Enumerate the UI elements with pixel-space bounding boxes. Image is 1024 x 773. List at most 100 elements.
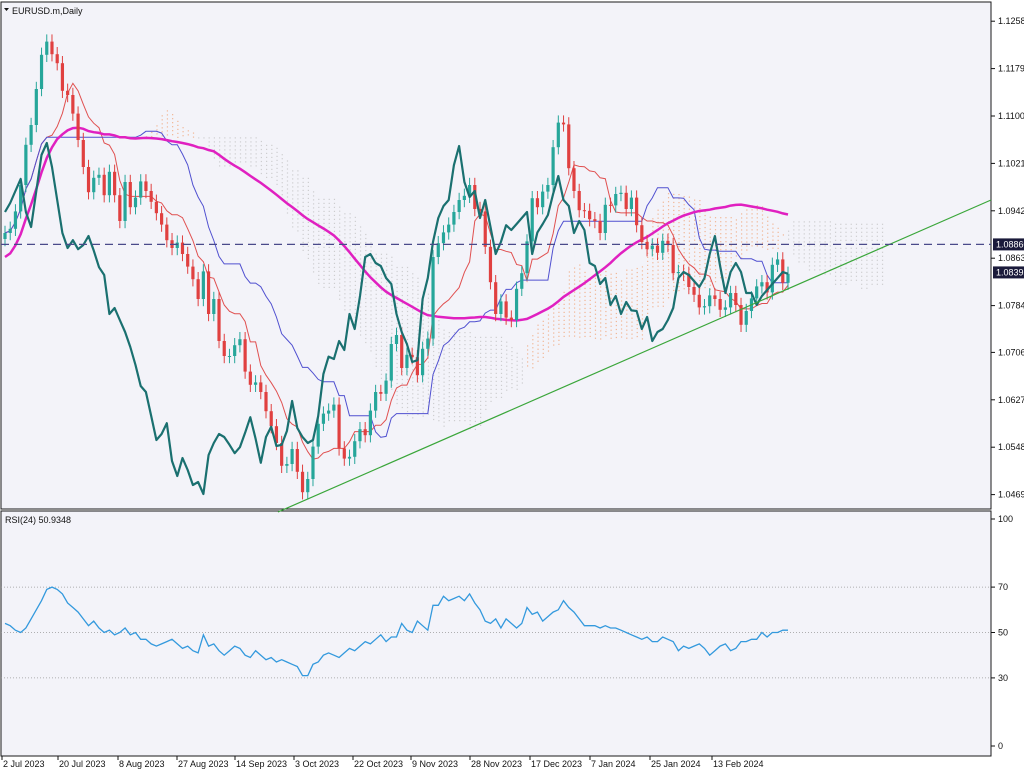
cloud-dot bbox=[746, 249, 748, 251]
cloud-dot bbox=[876, 223, 878, 225]
cloud-dot bbox=[589, 303, 591, 305]
cloud-dot bbox=[391, 260, 393, 262]
cloud-dot bbox=[720, 253, 722, 255]
cloud-dot bbox=[459, 412, 461, 414]
cloud-dot bbox=[417, 405, 419, 407]
cloud-dot bbox=[286, 176, 289, 178]
cloud-dot bbox=[881, 275, 884, 277]
cloud-dot bbox=[412, 393, 414, 395]
cloud-dot bbox=[506, 381, 508, 383]
support-trendline[interactable] bbox=[277, 199, 992, 513]
cloud-dot bbox=[866, 267, 868, 269]
cloud-dot bbox=[318, 226, 320, 228]
cloud-dot bbox=[761, 230, 764, 232]
cloud-dot bbox=[620, 280, 623, 282]
cloud-dot bbox=[302, 181, 304, 183]
cloud-dot bbox=[443, 417, 445, 419]
candle-body bbox=[494, 282, 498, 314]
cloud-dot bbox=[511, 379, 513, 381]
cloud-dot bbox=[401, 386, 403, 389]
candle-body bbox=[55, 54, 59, 64]
cloud-dot bbox=[485, 340, 487, 342]
cloud-dot bbox=[490, 400, 492, 402]
cloud-dot bbox=[354, 308, 356, 310]
cloud-dot bbox=[344, 297, 346, 299]
candle-body bbox=[212, 299, 216, 314]
cloud-dot bbox=[219, 145, 221, 147]
cloud-dot bbox=[344, 233, 346, 235]
cloud-dot bbox=[678, 290, 680, 292]
cloud-dot bbox=[453, 376, 456, 378]
cloud-dot bbox=[328, 258, 330, 260]
cloud-dot bbox=[657, 237, 659, 239]
cloud-dot bbox=[443, 389, 445, 391]
cloud-dot bbox=[511, 347, 513, 349]
cloud-dot bbox=[307, 253, 309, 255]
cloud-dot bbox=[772, 247, 774, 249]
cloud-dot bbox=[448, 332, 450, 334]
cloud-dot bbox=[615, 324, 617, 327]
cloud-dot bbox=[412, 345, 414, 347]
cloud-dot bbox=[568, 327, 570, 329]
cloud-dot bbox=[391, 308, 393, 310]
collapse-triangle-icon[interactable] bbox=[4, 8, 9, 11]
cloud-dot bbox=[761, 238, 764, 240]
cloud-dot bbox=[506, 341, 508, 343]
cloud-dot bbox=[344, 285, 346, 287]
cloud-dot bbox=[443, 393, 445, 395]
cloud-dot bbox=[255, 141, 257, 143]
cloud-dot bbox=[542, 324, 544, 326]
cloud-dot bbox=[699, 248, 701, 250]
candle-body bbox=[123, 182, 127, 221]
cloud-dot bbox=[652, 230, 654, 232]
cloud-dot bbox=[600, 274, 602, 276]
cloud-dot bbox=[636, 331, 638, 334]
cloud-dot bbox=[333, 206, 336, 208]
cloud-dot bbox=[370, 286, 372, 288]
cloud-dot bbox=[464, 396, 466, 398]
cloud-dot bbox=[579, 328, 581, 330]
symbol-header[interactable]: EURUSD.m,Daily bbox=[4, 6, 83, 16]
cloud-dot bbox=[620, 328, 623, 330]
cloud-dot bbox=[834, 271, 837, 273]
cloud-dot bbox=[657, 293, 659, 295]
price-pane[interactable] bbox=[0, 1, 992, 510]
cloud-dot bbox=[626, 329, 628, 331]
candle-body bbox=[739, 305, 743, 325]
cloud-dot bbox=[359, 318, 362, 320]
cloud-dot bbox=[344, 269, 346, 271]
cloud-dot bbox=[323, 278, 325, 280]
cloud-dot bbox=[292, 190, 294, 192]
cloud-dot bbox=[307, 229, 309, 231]
cloud-dot bbox=[631, 325, 633, 327]
candle-body bbox=[598, 221, 602, 233]
cloud-dot bbox=[417, 397, 419, 399]
cloud-dot bbox=[850, 231, 852, 233]
cloud-dot bbox=[699, 272, 701, 274]
cloud-dot bbox=[438, 328, 440, 330]
cloud-dot bbox=[673, 225, 675, 228]
cloud-dot bbox=[485, 356, 487, 358]
cloud-dot bbox=[819, 245, 821, 247]
rsi-pane[interactable] bbox=[0, 510, 992, 757]
cloud-dot bbox=[558, 319, 560, 321]
cloud-dot bbox=[871, 283, 873, 285]
cloud-dot bbox=[323, 214, 325, 216]
cloud-dot bbox=[500, 348, 503, 350]
cloud-dot bbox=[756, 221, 758, 223]
cloud-dot bbox=[469, 356, 471, 358]
cloud-dot bbox=[641, 298, 644, 300]
candle-body bbox=[697, 294, 701, 308]
cloud-dot bbox=[344, 277, 346, 279]
candle-body bbox=[775, 259, 780, 265]
cloud-dot bbox=[323, 222, 325, 224]
cloud-dot bbox=[307, 221, 309, 223]
candle-body bbox=[624, 192, 628, 209]
cloud-dot bbox=[380, 261, 383, 263]
cloud-dot bbox=[767, 216, 769, 218]
cloud-dot bbox=[328, 254, 330, 256]
cloud-dot bbox=[537, 328, 539, 330]
cloud-dot bbox=[433, 378, 435, 381]
cloud-dot bbox=[814, 221, 816, 223]
cloud-dot bbox=[725, 261, 727, 263]
